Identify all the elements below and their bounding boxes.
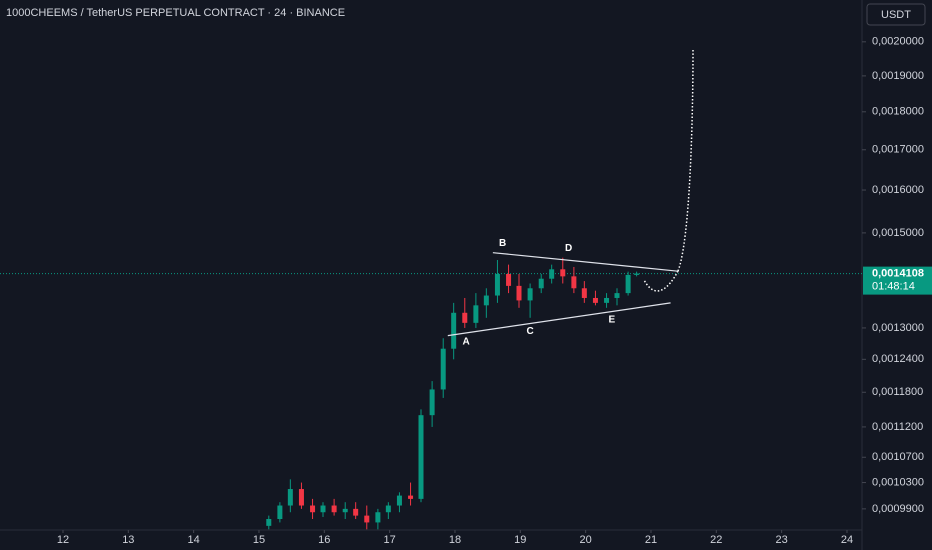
y-tick-label: 0,0011800: [872, 386, 923, 398]
x-tick-label: 15: [253, 534, 265, 546]
x-tick-label: 23: [776, 534, 788, 546]
x-tick-label: 22: [710, 534, 722, 546]
y-tick-label: 0,0015000: [872, 227, 924, 239]
x-tick-label: 21: [645, 534, 657, 546]
candle-body: [451, 312, 457, 349]
last-price-box: [863, 266, 932, 295]
candle-body: [364, 515, 370, 523]
x-tick-label: 19: [514, 534, 526, 546]
candle-body: [418, 415, 424, 499]
candle-body: [408, 495, 414, 499]
pattern-label: E: [608, 314, 615, 325]
x-tick-label: 12: [57, 534, 69, 546]
y-tick-label: 0,0020000: [872, 36, 924, 48]
candle-body: [310, 505, 316, 513]
pattern-label: C: [526, 326, 533, 337]
y-tick-label: 0,0010300: [872, 476, 924, 488]
projection-path: [643, 49, 694, 292]
currency[interactable]: USDT: [881, 9, 911, 21]
y-tick-label: 0,0011200: [872, 421, 923, 433]
candle-body: [342, 508, 348, 513]
pattern-label: A: [462, 337, 469, 348]
candle-body: [429, 389, 435, 416]
candle-body: [494, 273, 500, 296]
candle-body: [320, 505, 326, 513]
candle-body: [516, 285, 522, 301]
currency-button[interactable]: [866, 3, 926, 26]
candle-body: [385, 505, 391, 513]
chart-title: 1000CHEEMS / TetherUS PERPETUAL CONTRACT…: [6, 7, 345, 19]
pattern-label: B: [499, 238, 506, 249]
x-tick-label: 16: [318, 534, 330, 546]
candle-body: [560, 269, 566, 277]
y-tick-label: 0,0012400: [872, 353, 924, 365]
candle-body: [483, 295, 489, 306]
candle-body: [462, 312, 468, 323]
y-tick-label: 0,0017000: [872, 144, 924, 156]
candle-body: [581, 288, 587, 298]
x-tick-label: 13: [122, 534, 134, 546]
x-tick-label: 24: [841, 534, 853, 546]
candle-body: [353, 508, 359, 516]
y-tick-label: 0,0018000: [872, 106, 924, 118]
candle-body: [473, 305, 479, 323]
countdown: 01:48:14: [872, 281, 915, 293]
x-tick-label: 18: [449, 534, 461, 546]
candle-body: [604, 297, 610, 303]
candle-body: [592, 297, 598, 303]
candle-body: [396, 495, 402, 506]
y-tick-label: 0,0016000: [872, 184, 924, 196]
x-tick-label: 17: [384, 534, 396, 546]
x-tick-label: 14: [188, 534, 200, 546]
trend-line: [492, 252, 678, 272]
candle-body: [527, 288, 533, 301]
candle-body: [625, 274, 631, 294]
candle-body: [634, 273, 640, 275]
y-tick-label: 0,0013000: [872, 322, 924, 334]
candle-body: [506, 273, 512, 286]
candle-body: [571, 276, 577, 289]
candle-body: [266, 519, 272, 526]
candle-body: [287, 489, 293, 506]
y-tick-label: 0,0009900: [872, 503, 924, 515]
y-tick-label: 0,0019000: [872, 70, 924, 82]
candle-body: [549, 269, 555, 279]
candle-body: [538, 278, 544, 289]
pattern-label: D: [565, 243, 572, 254]
candle-body: [277, 505, 283, 520]
last-price-label: 0,0014108: [872, 268, 924, 280]
trend-line: [447, 302, 671, 337]
candle-body: [375, 512, 381, 523]
candle-body: [440, 348, 446, 390]
candle-body: [614, 293, 620, 298]
x-tick-label: 20: [580, 534, 592, 546]
candle-body: [298, 489, 304, 506]
candle-body: [331, 505, 337, 513]
y-tick-label: 0,0010700: [872, 451, 924, 463]
